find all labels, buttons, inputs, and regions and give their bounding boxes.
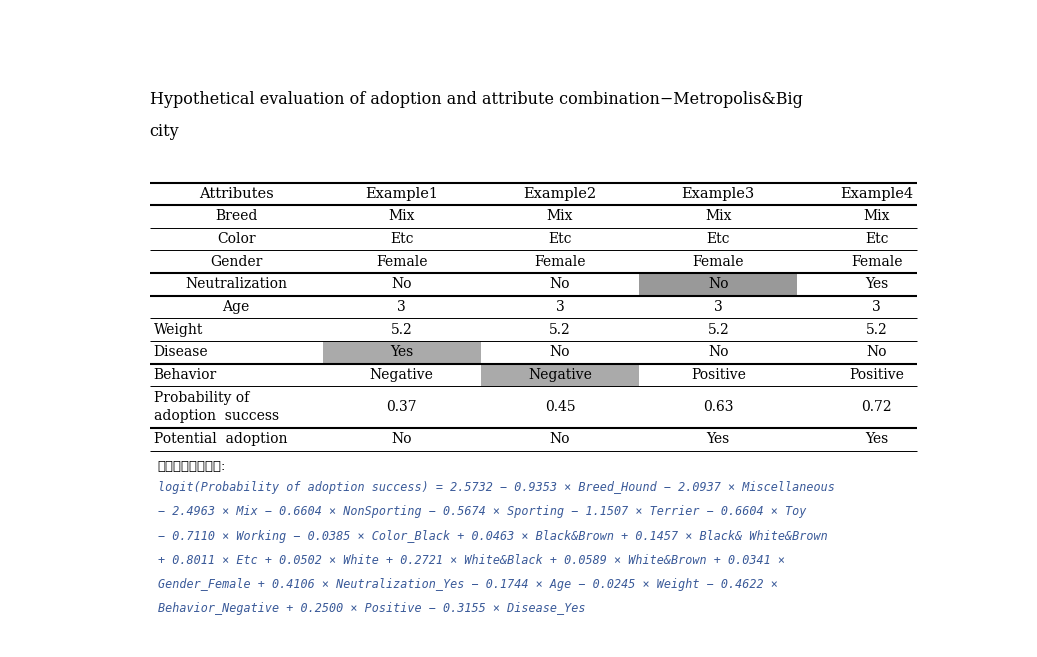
Text: − 0.7110 × Working − 0.0385 × Color_Black + 0.0463 × Black&Brown + 0.1457 × Blac: − 0.7110 × Working − 0.0385 × Color_Blac… (158, 530, 828, 543)
Text: Potential  adoption: Potential adoption (153, 432, 287, 446)
Text: Mix: Mix (389, 210, 415, 223)
Text: 0.72: 0.72 (862, 400, 892, 414)
Text: 3: 3 (872, 300, 881, 314)
Text: Behavior_Negative + 0.2500 × Positive − 0.3155 × Disease_Yes: Behavior_Negative + 0.2500 × Positive − … (158, 602, 585, 616)
Text: Gender: Gender (209, 255, 262, 269)
Text: No: No (708, 277, 729, 291)
Text: Age: Age (223, 300, 250, 314)
Text: Female: Female (534, 255, 586, 269)
Text: Etc: Etc (549, 232, 571, 246)
Bar (639, 273, 797, 296)
Text: Negative: Negative (370, 368, 433, 382)
Text: Female: Female (376, 255, 427, 269)
Text: No: No (550, 277, 570, 291)
Text: 5.2: 5.2 (550, 323, 570, 336)
Text: Positive: Positive (691, 368, 746, 382)
Text: 3: 3 (713, 300, 723, 314)
Text: 3: 3 (556, 300, 564, 314)
Text: 3: 3 (397, 300, 407, 314)
Text: Hypothetical evaluation of adoption and attribute combination−Metropolis&Big: Hypothetical evaluation of adoption and … (149, 91, 803, 108)
Text: + 0.8011 × Etc + 0.0502 × White + 0.2721 × White&Black + 0.0589 × White&Brown + : + 0.8011 × Etc + 0.0502 × White + 0.2721… (158, 554, 785, 567)
Text: Example2: Example2 (524, 187, 596, 201)
Bar (481, 363, 639, 386)
Text: 0.45: 0.45 (544, 400, 576, 414)
Text: Positive: Positive (849, 368, 904, 382)
Text: Female: Female (693, 255, 745, 269)
Text: Disease: Disease (153, 345, 208, 359)
Text: 0.63: 0.63 (703, 400, 733, 414)
Text: Etc: Etc (706, 232, 730, 246)
Bar (323, 341, 481, 363)
Text: Yes: Yes (390, 345, 414, 359)
Text: No: No (708, 345, 729, 359)
Text: Probability of
adoption  success: Probability of adoption success (153, 392, 279, 422)
Text: 입양성공확률모형:: 입양성공확률모형: (158, 460, 226, 473)
Text: Female: Female (851, 255, 902, 269)
Text: 5.2: 5.2 (707, 323, 729, 336)
Text: city: city (149, 123, 179, 140)
Text: Mix: Mix (546, 210, 573, 223)
Text: Yes: Yes (865, 432, 889, 446)
Text: Yes: Yes (706, 432, 730, 446)
Text: No: No (550, 345, 570, 359)
Text: Example3: Example3 (681, 187, 755, 201)
Text: Attributes: Attributes (199, 187, 274, 201)
Text: No: No (550, 432, 570, 446)
Text: Etc: Etc (865, 232, 889, 246)
Text: No: No (391, 277, 412, 291)
Text: Negative: Negative (528, 368, 592, 382)
Text: No: No (391, 432, 412, 446)
Text: 5.2: 5.2 (391, 323, 413, 336)
Text: logit(Probability of adoption success) = 2.5732 − 0.9353 × Breed_Hound − 2.0937 : logit(Probability of adoption success) =… (158, 481, 835, 494)
Text: Yes: Yes (865, 277, 889, 291)
Text: Etc: Etc (390, 232, 414, 246)
Text: 5.2: 5.2 (866, 323, 888, 336)
Text: Neutralization: Neutralization (186, 277, 287, 291)
Text: Mix: Mix (864, 210, 890, 223)
Text: Gender_Female + 0.4106 × Neutralization_Yes − 0.1744 × Age − 0.0245 × Weight − 0: Gender_Female + 0.4106 × Neutralization_… (158, 578, 778, 591)
Text: − 2.4963 × Mix − 0.6604 × NonSporting − 0.5674 × Sporting − 1.1507 × Terrier − 0: − 2.4963 × Mix − 0.6604 × NonSporting − … (158, 505, 806, 518)
Text: Mix: Mix (705, 210, 731, 223)
Text: Color: Color (217, 232, 255, 246)
Text: Example1: Example1 (365, 187, 439, 201)
Text: Behavior: Behavior (153, 368, 217, 382)
Text: Breed: Breed (215, 210, 257, 223)
Text: 0.37: 0.37 (387, 400, 417, 414)
Text: Example4: Example4 (840, 187, 914, 201)
Text: No: No (866, 345, 887, 359)
Text: Weight: Weight (153, 323, 203, 336)
